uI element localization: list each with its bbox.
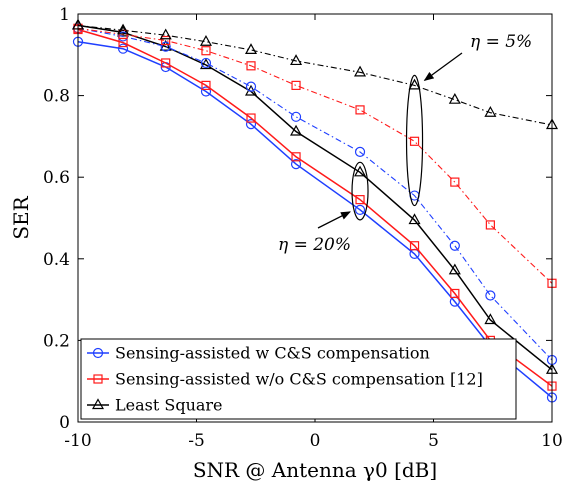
legend: Sensing-assisted w C&S compensation Sensi… (80, 338, 517, 420)
data-point (290, 54, 303, 66)
data-point (290, 159, 302, 170)
data-point (245, 81, 257, 92)
data-point (159, 28, 172, 40)
series-3 (72, 23, 558, 366)
data-point (201, 46, 211, 56)
data-point (354, 165, 367, 177)
eta20-annotation: η = 20% (278, 235, 351, 255)
data-point (485, 290, 496, 301)
eta20-arrow (317, 211, 351, 229)
data-point (117, 43, 129, 54)
data-point (244, 43, 258, 55)
data-point (484, 313, 497, 325)
series-5 (71, 18, 559, 130)
y-tick-label: 0.2 (43, 331, 70, 351)
legend-item: Sensing-assisted w/o C&S compensation [1… (87, 370, 483, 389)
data-point (290, 111, 302, 122)
legend-item: Sensing-assisted w C&S compensation (87, 344, 430, 363)
x-tick-label: -10 (64, 431, 91, 451)
x-tick-label: 10 (541, 431, 563, 451)
plot-frame (77, 13, 553, 423)
data-point (160, 41, 171, 52)
series-line (77, 24, 553, 126)
y-tick-label: 0.8 (43, 87, 70, 107)
data-point (450, 288, 460, 299)
series-line (77, 27, 553, 361)
data-point (291, 152, 301, 162)
y-tick-label: 0.4 (43, 250, 70, 270)
data-point (449, 240, 460, 251)
data-point (200, 57, 212, 69)
y-axis-label: SER (9, 195, 33, 239)
x-axis-label: SNR @ Antenna γ0 [dB] (193, 458, 437, 482)
data-point (409, 136, 420, 146)
x-tick-label: 0 (310, 431, 321, 451)
x-tick-label: -5 (188, 431, 205, 451)
series-line (77, 28, 553, 387)
data-point (450, 177, 460, 187)
eta20-ellipse (351, 161, 369, 221)
data-point (355, 105, 365, 115)
data-point (408, 213, 421, 225)
eta5-arrow (423, 52, 463, 81)
data-point (201, 80, 211, 91)
data-point (290, 124, 303, 136)
legend-label: Sensing-assisted w C&S compensation (115, 344, 430, 363)
data-point (291, 80, 301, 91)
y-tick-label: 0 (59, 413, 70, 433)
legend-box (80, 338, 517, 420)
data-point (354, 146, 366, 158)
data-point (117, 23, 130, 35)
data-point (408, 78, 421, 90)
legend-label: Least Square (115, 396, 223, 415)
data-point (245, 119, 257, 130)
data-point (485, 220, 495, 230)
legend-label: Sensing-assisted w/o C&S compensation [1… (115, 370, 483, 389)
data-point (199, 35, 212, 46)
data-point (409, 241, 420, 251)
legend-item: Least Square (87, 396, 223, 415)
x-tick-label: 5 (428, 431, 439, 451)
series-line (77, 27, 553, 284)
y-tick-label: 1 (59, 5, 70, 25)
series-line (77, 40, 553, 399)
legend-swatch-marker (91, 398, 105, 410)
data-point (355, 195, 365, 205)
data-point (354, 65, 367, 77)
series-2 (71, 18, 559, 374)
eta5-ellipse (405, 74, 424, 207)
data-point (161, 58, 171, 68)
data-point (354, 204, 366, 215)
data-point (448, 92, 461, 104)
data-point (246, 61, 256, 71)
y-tick-label: 0.6 (43, 168, 70, 188)
data-point (246, 113, 256, 123)
data-point (161, 35, 171, 46)
legend-swatch-marker (93, 374, 103, 384)
eta5-annotation: η = 5% (470, 32, 532, 52)
series-line (77, 24, 553, 371)
legend-swatch-marker (92, 347, 104, 359)
data-point (448, 263, 461, 275)
data-point (200, 86, 212, 97)
data-point (484, 106, 497, 117)
series-1 (73, 24, 557, 391)
